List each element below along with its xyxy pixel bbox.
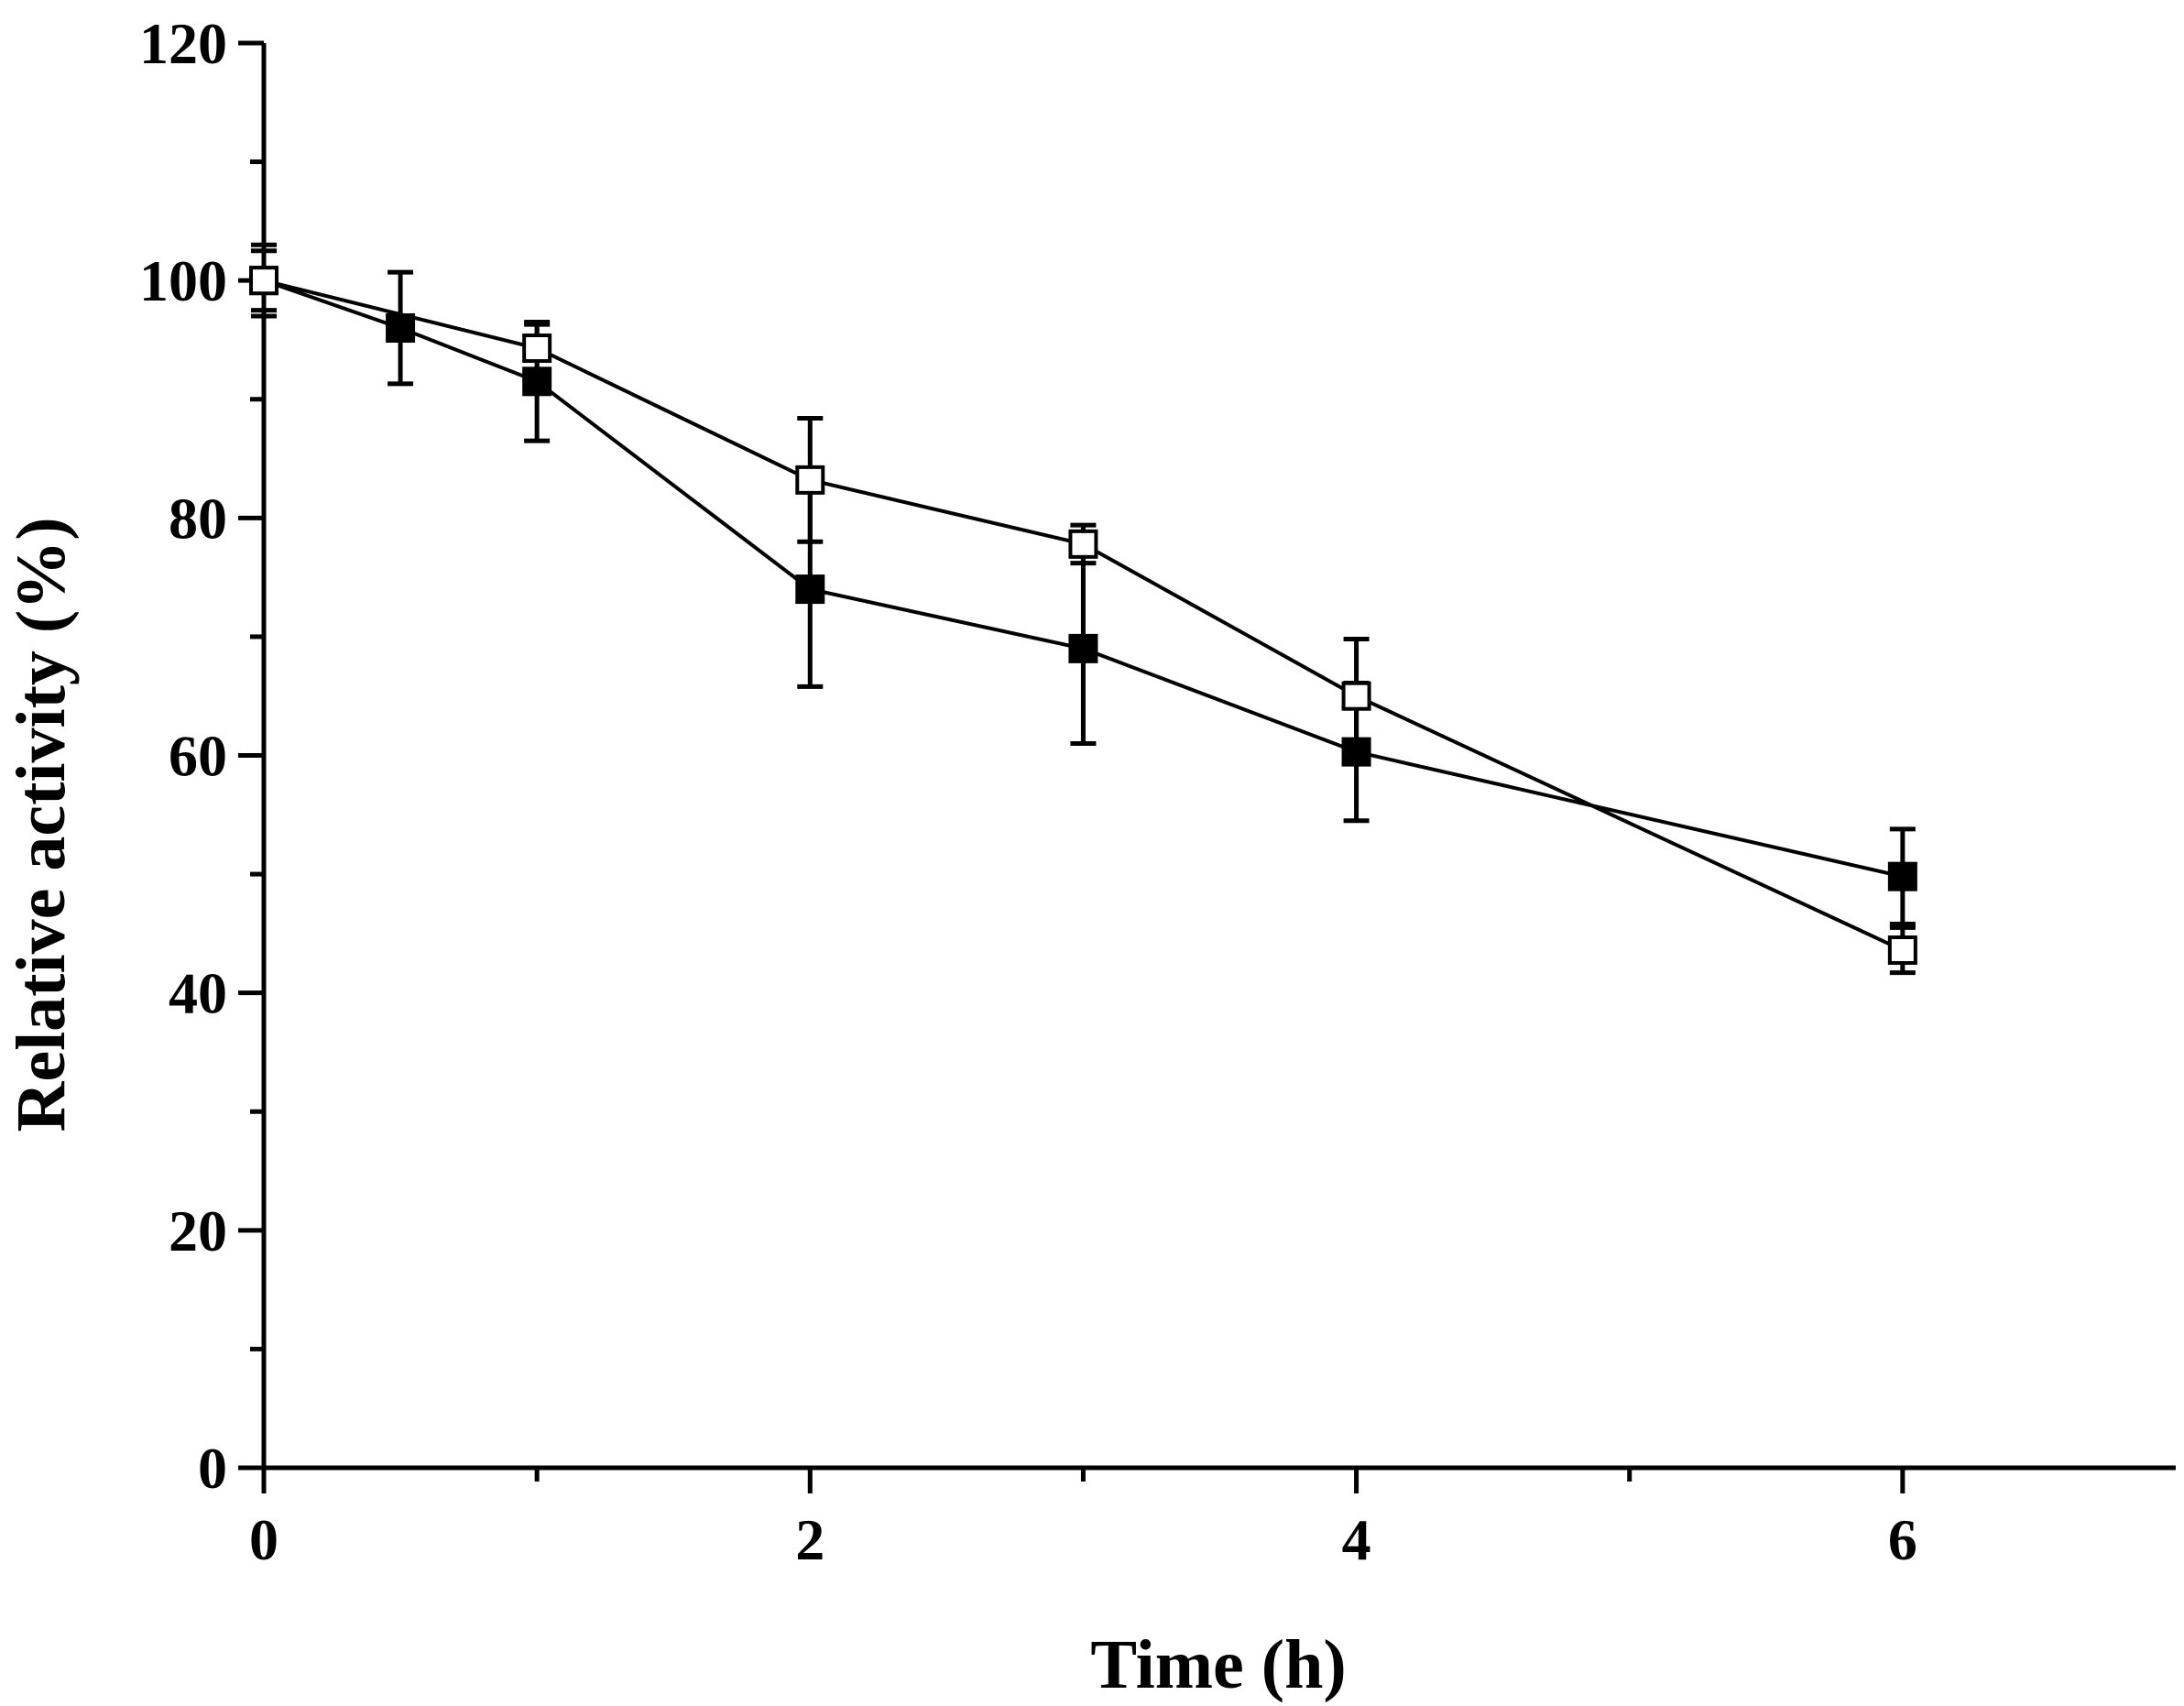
x-tick-label: 4 xyxy=(1342,1507,1371,1572)
y-tick-label: 0 xyxy=(198,1436,227,1501)
y-tick-label: 60 xyxy=(169,724,227,789)
x-tick-label: 2 xyxy=(795,1507,824,1572)
y-tick-label: 120 xyxy=(139,11,227,76)
x-tick-label: 0 xyxy=(249,1507,278,1572)
axes: 0 20 40 60 80 100 120 0 2 4 6 xyxy=(139,11,2176,1572)
series-layer xyxy=(249,242,1917,976)
data-point-open-square xyxy=(249,266,278,296)
y-tick-label: 100 xyxy=(139,248,227,313)
data-point-filled-square xyxy=(1887,861,1917,891)
data-point-filled-square xyxy=(386,313,416,343)
data-point-filled-square xyxy=(795,574,825,605)
y-tick-label: 80 xyxy=(169,486,227,551)
series-2 xyxy=(249,248,1917,976)
data-point-open-square xyxy=(795,465,825,495)
data-point-open-square xyxy=(1887,935,1917,966)
data-point-open-square xyxy=(1341,681,1371,711)
y-axis-title: Relative activity (%) xyxy=(3,517,80,1132)
y-tick-label: 20 xyxy=(169,1198,227,1263)
x-axis-title: Time (h) xyxy=(1090,1626,1346,1703)
series-1 xyxy=(249,242,1917,927)
series-line xyxy=(263,279,1904,952)
y-tick-label: 40 xyxy=(169,961,227,1026)
data-point-filled-square xyxy=(1068,633,1098,663)
x-tick-label: 6 xyxy=(1888,1507,1917,1572)
data-point-open-square xyxy=(1068,529,1098,559)
data-point-open-square xyxy=(522,334,552,364)
